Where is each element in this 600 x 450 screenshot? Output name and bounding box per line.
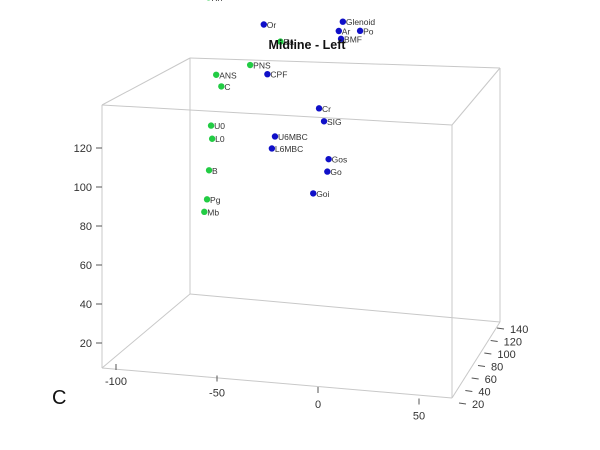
point-label: Ar <box>342 26 351 36</box>
point-label: B <box>212 166 218 176</box>
x-axis-ticks: -100 -50 0 50 <box>105 364 425 423</box>
point-marker <box>264 70 271 78</box>
y-tick-mark <box>465 390 473 392</box>
point-marker <box>218 83 225 90</box>
point-marker <box>337 35 345 43</box>
point-marker <box>271 133 279 140</box>
z-tick-label: 100 <box>74 182 92 194</box>
point-label: Or <box>267 20 277 30</box>
point-label: Rh <box>212 0 223 3</box>
x-tick-label: 0 <box>315 399 321 411</box>
chart-title: Midline - Left <box>268 38 346 52</box>
point-marker <box>315 105 323 112</box>
point-label: SIG <box>327 117 342 127</box>
x-tick-label: -100 <box>105 376 127 388</box>
point-label: BMF <box>344 34 362 44</box>
point-marker <box>335 27 342 35</box>
point-marker <box>325 155 332 163</box>
point-label: Go <box>330 167 342 177</box>
point-marker <box>268 145 276 152</box>
x-tick-label: -50 <box>209 388 225 400</box>
point-label: U0 <box>214 121 225 131</box>
point-label: Goi <box>316 189 329 199</box>
point-marker <box>339 18 347 25</box>
point-marker <box>208 135 216 142</box>
point-marker <box>207 122 215 129</box>
point-marker <box>201 208 208 216</box>
point-label: C <box>224 82 230 92</box>
point-label: Pg <box>210 195 221 205</box>
y-tick-mark <box>477 365 486 367</box>
z-tick-label: 60 <box>80 260 92 272</box>
point-marker <box>324 168 331 175</box>
y-tick-label: 60 <box>485 374 497 386</box>
z-tick-label: 80 <box>80 221 92 233</box>
point-label: Ba <box>283 37 294 47</box>
point-marker <box>277 38 284 45</box>
point-marker <box>310 190 317 197</box>
point-label: U6MBC <box>278 132 308 142</box>
y-tick-mark <box>490 340 498 342</box>
z-tick-label: 40 <box>80 299 92 311</box>
plot-box <box>101 57 501 399</box>
point-marker <box>320 118 328 125</box>
y-tick-label: 120 <box>504 337 522 349</box>
point-label: PNS <box>253 61 271 71</box>
point-label: L0 <box>215 134 225 144</box>
y-tick-label: 40 <box>478 387 490 399</box>
z-axis-ticks: 20 40 60 80 100 120 <box>74 143 102 350</box>
point-label: L6MBC <box>275 144 303 154</box>
y-tick-label: 80 <box>491 362 503 374</box>
y-tick-mark <box>484 352 492 355</box>
y-tick-label: 20 <box>472 399 484 411</box>
point-marker <box>205 167 213 174</box>
z-tick-label: 20 <box>80 338 92 350</box>
point-label: Po <box>363 26 374 36</box>
point-label: Gos <box>332 155 348 165</box>
x-tick-label: 50 <box>413 411 425 423</box>
point-marker <box>260 21 267 28</box>
point-marker <box>213 71 220 78</box>
y-tick-mark <box>471 377 479 380</box>
y-tick-label: 140 <box>510 324 528 336</box>
point-label: Mb <box>207 207 219 217</box>
point-marker <box>356 27 364 35</box>
y-tick-mark <box>496 327 505 330</box>
panel-label: C <box>52 387 66 409</box>
point-label: CPF <box>270 70 287 80</box>
point-label: Cr <box>322 104 331 114</box>
data-points: NSRhBaPNSANSCU0L0BPgMbSOFFzGlenoidPoArBM… <box>201 0 375 217</box>
z-tick-label: 120 <box>74 143 92 155</box>
point-marker <box>246 61 254 69</box>
point-label: ANS <box>219 70 237 80</box>
point-label: Glenoid <box>346 17 376 27</box>
y-tick-label: 100 <box>497 349 515 361</box>
y-tick-mark <box>458 402 467 405</box>
point-marker <box>203 196 211 203</box>
